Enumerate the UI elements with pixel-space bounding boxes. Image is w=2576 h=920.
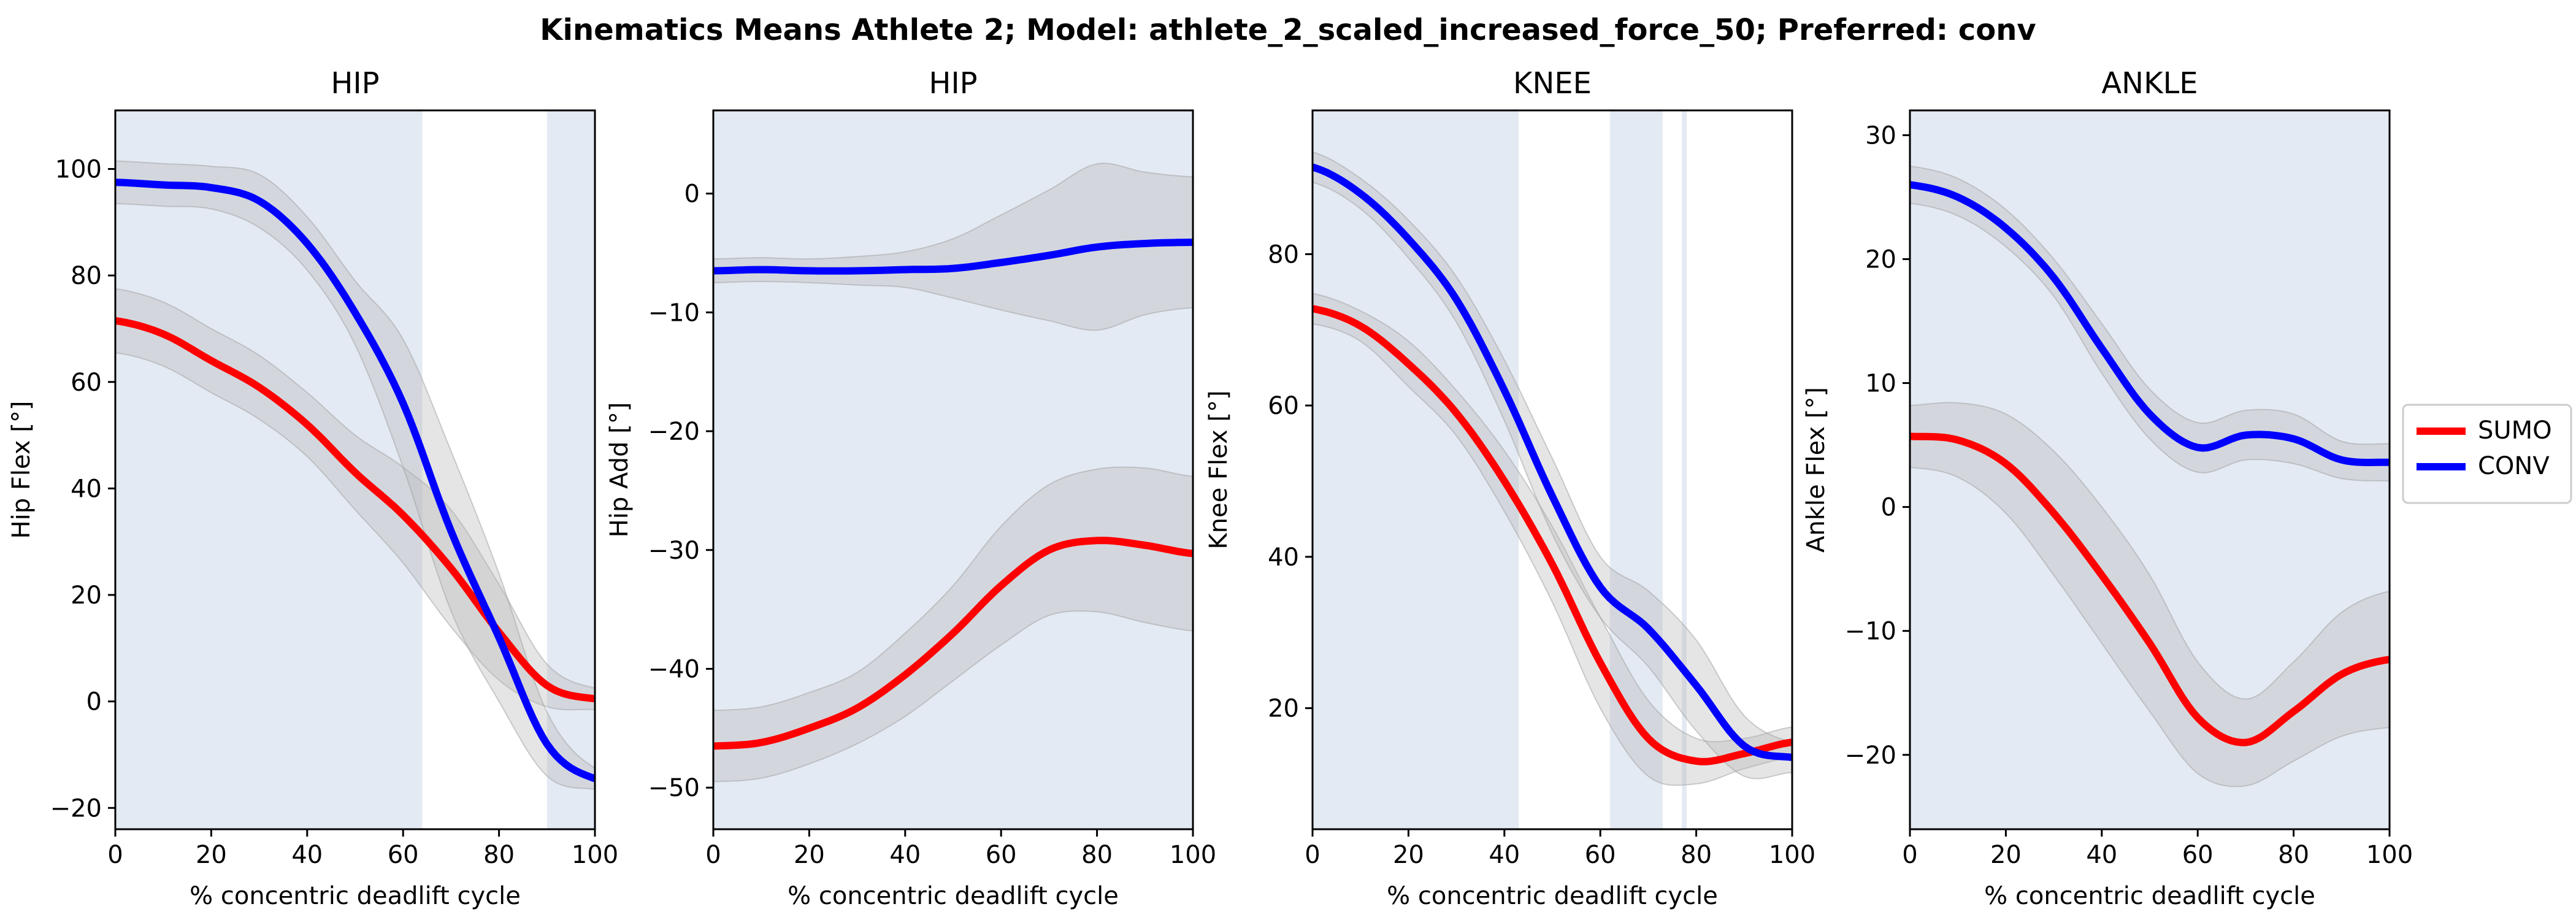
x-axis-label: % concentric deadlift cycle <box>1387 882 1718 910</box>
axes-frame <box>712 109 1194 830</box>
x-tick-label: 0 <box>107 841 123 869</box>
y-tick-label: −20 <box>1845 742 1896 770</box>
x-tick-label: 0 <box>1902 841 1917 869</box>
x-tick-label: 20 <box>794 841 825 869</box>
x-tick-label: 100 <box>1170 841 1216 869</box>
x-tick-label: 0 <box>1305 841 1320 869</box>
legend-label-conv: CONV <box>2478 452 2550 480</box>
x-tick-label: 100 <box>572 841 618 869</box>
sd-band-sumo <box>1313 293 1792 786</box>
highlight-range <box>1313 110 1519 829</box>
panel-title: ANKLE <box>2101 66 2198 101</box>
x-tick-label: 60 <box>986 841 1017 869</box>
sd-band-conv <box>115 160 595 790</box>
y-tick-label: 20 <box>1268 695 1299 723</box>
y-tick-label: 60 <box>1268 392 1299 420</box>
highlight-range <box>115 110 423 829</box>
y-tick-label: −10 <box>648 299 700 327</box>
x-tick-label: 80 <box>1081 841 1113 869</box>
series-line-sumo <box>1313 305 1792 765</box>
x-axis-label: % concentric deadlift cycle <box>1984 882 2315 910</box>
series-line-sumo <box>115 316 595 703</box>
sd-band-conv <box>713 163 1193 331</box>
y-tick-label: −40 <box>648 655 700 683</box>
series-line-conv <box>115 178 595 783</box>
panel-title: HIP <box>929 66 977 101</box>
plot-area <box>1313 110 1792 829</box>
chart-panel-4: 0 20 40 60 80 100 −20 −10 0 10 20 30 % concentric de… <box>1802 66 2413 910</box>
plot-area <box>713 110 1193 829</box>
series-line-conv <box>713 239 1193 275</box>
series-line-sumo <box>1910 432 2390 746</box>
y-tick-label: 100 <box>55 155 102 183</box>
y-tick-label: 60 <box>71 369 102 397</box>
axes-frame <box>114 109 596 830</box>
x-tick-label: 80 <box>2278 841 2309 869</box>
y-tick-label: 0 <box>684 180 700 209</box>
highlight-range <box>1682 110 1687 829</box>
y-tick-label: 10 <box>1865 370 1896 398</box>
y-tick-label: 20 <box>71 581 102 610</box>
highlight-range <box>1910 110 2390 829</box>
axes-frame <box>1909 109 2391 830</box>
highlight-range <box>546 110 595 829</box>
sd-band-sumo <box>1910 402 2390 788</box>
y-tick-label: 30 <box>1865 121 1896 150</box>
x-tick-label: 40 <box>2086 841 2117 869</box>
x-axis-label: % concentric deadlift cycle <box>788 882 1119 910</box>
sd-band-conv <box>1313 151 1792 780</box>
x-tick-label: 60 <box>2182 841 2214 869</box>
y-tick-label: −20 <box>648 418 700 446</box>
series-line-sumo <box>713 537 1193 750</box>
y-tick-label: 0 <box>1881 494 1896 522</box>
plot-area <box>1910 110 2390 829</box>
x-tick-label: 60 <box>1585 841 1616 869</box>
x-tick-label: 100 <box>2366 841 2413 869</box>
chart-panel-3: 0 20 40 60 80 100 20 40 60 80 % concentric deadlif… <box>1205 66 1815 910</box>
x-tick-label: 80 <box>483 841 515 869</box>
y-tick-label: 80 <box>71 262 102 290</box>
x-tick-label: 40 <box>1489 841 1520 869</box>
series-line-conv <box>1313 163 1792 761</box>
y-tick-label: −20 <box>50 794 102 822</box>
x-tick-label: 20 <box>1393 841 1424 869</box>
series-line-conv <box>1910 181 2390 466</box>
chart-panel-2: 0 20 40 60 80 100 −50 −40 −30 −20 −10 0 % concentric… <box>605 66 1216 910</box>
legend: SUMO CONV <box>2402 404 2572 504</box>
x-tick-label: 0 <box>705 841 721 869</box>
panel-title: HIP <box>331 66 379 101</box>
x-axis-label: % concentric deadlift cycle <box>190 882 521 910</box>
axes-frame <box>1311 109 1793 830</box>
highlight-range <box>713 110 1193 829</box>
y-tick-label: 20 <box>1865 245 1896 274</box>
x-tick-label: 40 <box>291 841 323 869</box>
x-tick-label: 80 <box>1681 841 1712 869</box>
y-axis-label: Hip Add [°] <box>605 402 634 538</box>
x-tick-label: 40 <box>889 841 921 869</box>
legend-label-sumo: SUMO <box>2478 416 2552 445</box>
y-tick-label: 80 <box>1268 240 1299 269</box>
x-tick-label: 100 <box>1769 841 1815 869</box>
x-tick-label: 20 <box>1990 841 2022 869</box>
x-tick-label: 20 <box>196 841 227 869</box>
plot-area <box>115 110 595 829</box>
y-tick-label: 40 <box>71 475 102 503</box>
y-axis-label: Hip Flex [°] <box>7 401 36 539</box>
y-tick-label: 40 <box>1268 543 1299 572</box>
y-tick-label: −50 <box>648 774 700 802</box>
highlight-range <box>1609 110 1663 829</box>
panel-title: KNEE <box>1513 66 1592 101</box>
sd-band-conv <box>1910 165 2390 482</box>
y-axis-label: Knee Flex [°] <box>1205 390 1233 549</box>
y-axis-label: Ankle Flex [°] <box>1802 387 1830 553</box>
y-tick-label: −10 <box>1845 618 1896 646</box>
figure-title: Kinematics Means Athlete 2; Model: athle… <box>540 13 2036 47</box>
x-tick-label: 60 <box>388 841 419 869</box>
y-tick-label: 0 <box>86 688 102 716</box>
y-tick-label: −30 <box>648 537 700 565</box>
